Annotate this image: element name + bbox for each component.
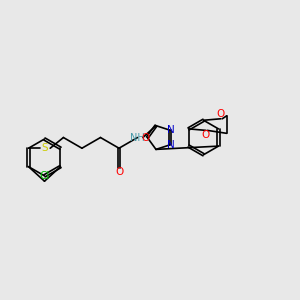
Text: S: S: [42, 143, 48, 153]
Text: N: N: [167, 124, 174, 135]
Text: O: O: [202, 130, 210, 140]
Text: NH: NH: [130, 133, 145, 142]
Text: O: O: [142, 133, 150, 142]
Text: O: O: [115, 167, 123, 177]
Text: N: N: [167, 140, 175, 150]
Text: O: O: [217, 109, 225, 119]
Text: Cl: Cl: [39, 171, 50, 181]
